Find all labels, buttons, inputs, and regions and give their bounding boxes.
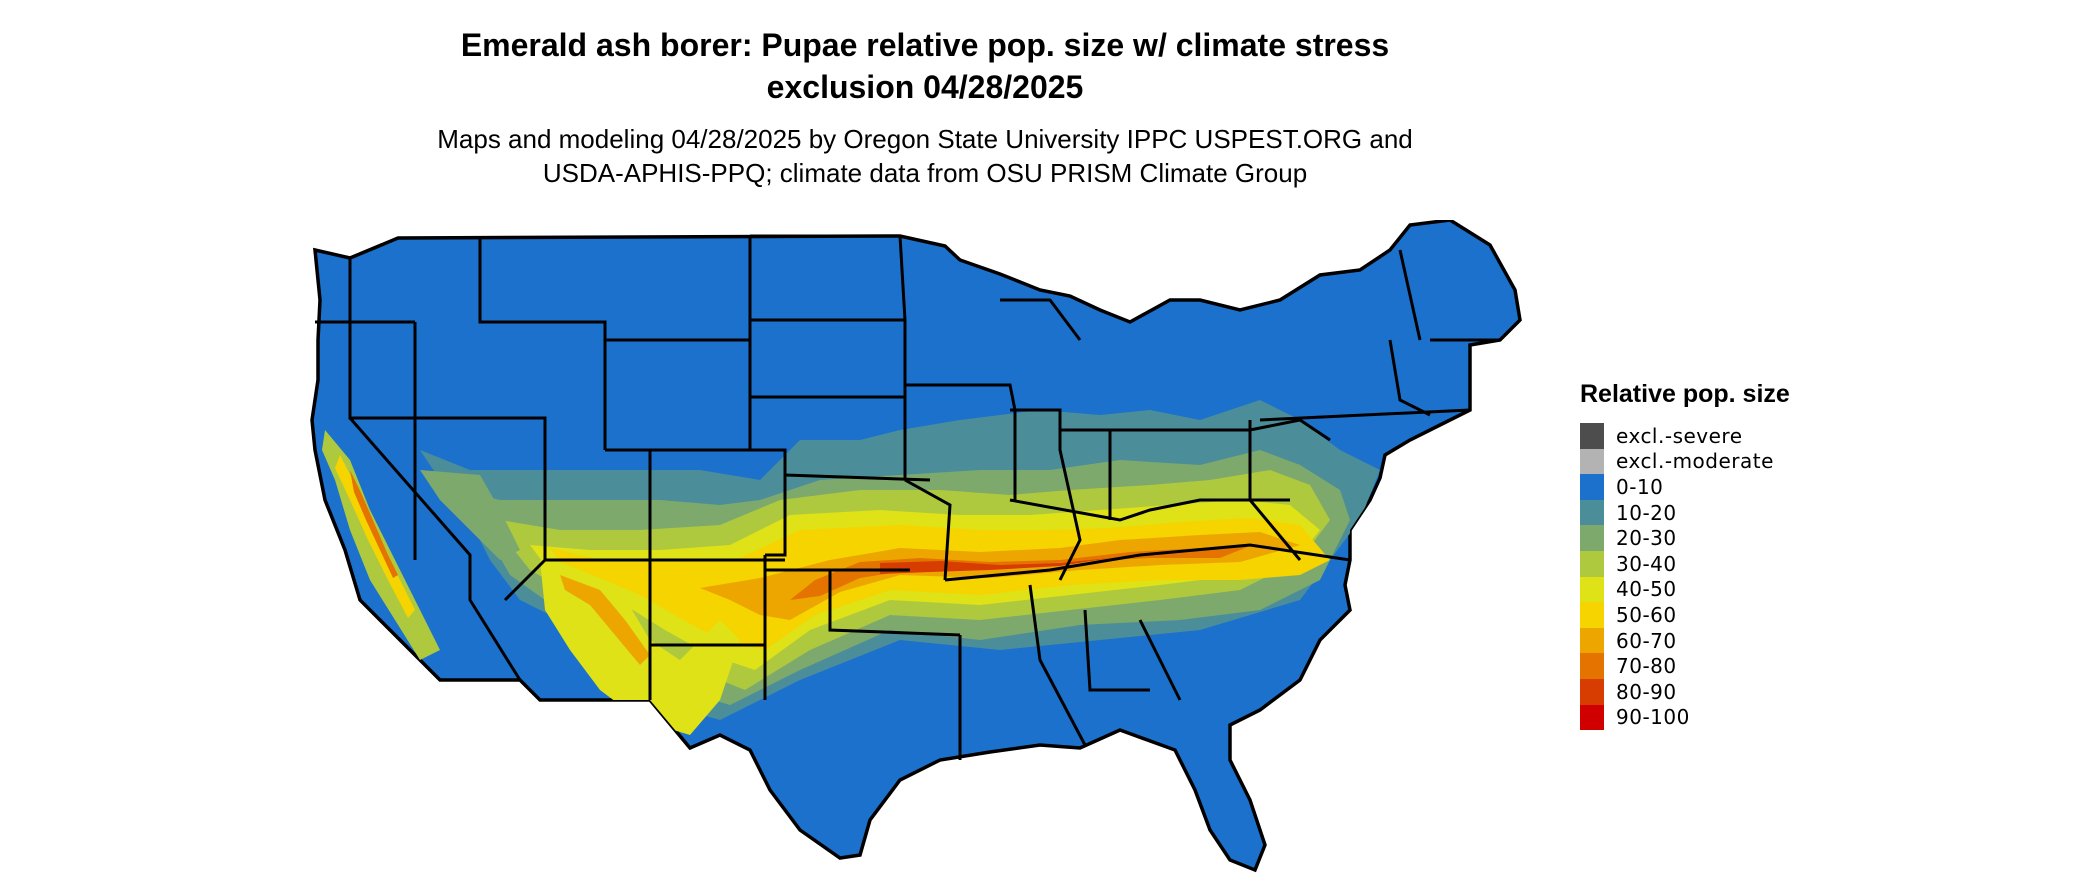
legend-label: 40-50 [1616,577,1677,602]
map-legend: Relative pop. size excl.-severe excl.-mod… [1580,380,1790,731]
legend-swatch [1580,474,1604,500]
legend-label: 60-70 [1616,628,1677,653]
band-nevada [420,470,520,560]
legend-swatch [1580,602,1604,628]
band-southwest-core [560,575,650,665]
legend-item: 0-10 [1580,474,1790,500]
legend-swatch [1580,550,1604,577]
map-title-line-2: exclusion 04/28/2025 [766,69,1084,105]
legend-swatch [1580,704,1604,731]
legend-item: excl.-moderate [1580,448,1790,475]
legend-label: 50-60 [1616,602,1677,627]
map-subtitle: Maps and modeling 04/28/2025 by Oregon S… [0,122,1850,190]
legend-swatch [1580,576,1604,603]
map-subtitle-line-1: Maps and modeling 04/28/2025 by Oregon S… [437,124,1413,154]
legend-item: excl.-severe [1580,423,1790,449]
map-subtitle-line-2: USDA-APHIS-PPQ; climate data from OSU PR… [542,158,1308,188]
legend-label: 10-20 [1616,500,1677,525]
legend-item: 10-20 [1580,499,1790,526]
legend-swatch [1580,423,1604,449]
band-80-90 [880,558,1110,574]
legend-swatch [1580,499,1604,526]
legend-item: 90-100 [1580,704,1790,731]
legend-label: 30-40 [1616,551,1677,576]
legend-item: 50-60 [1580,602,1790,628]
legend-item: 30-40 [1580,550,1790,577]
legend-items: excl.-severe excl.-moderate 0-10 10-20 20-30… [1580,423,1790,731]
band-california-hot [350,470,398,578]
legend-swatch [1580,678,1604,705]
legend-label: excl.-severe [1616,423,1743,448]
legend-item: 80-90 [1580,678,1790,705]
legend-label: excl.-moderate [1616,449,1774,474]
map-title-line-1: Emerald ash borer: Pupae relative pop. s… [460,27,1390,63]
legend-label: 20-30 [1616,526,1677,551]
legend-title: Relative pop. size [1580,380,1790,408]
legend-swatch [1580,627,1604,654]
map-title: Emerald ash borer: Pupae relative pop. s… [0,24,1850,108]
legend-label: 70-80 [1616,654,1677,679]
legend-item: 70-80 [1580,653,1790,679]
legend-item: 40-50 [1580,576,1790,603]
legend-item: 20-30 [1580,525,1790,551]
legend-swatch [1580,448,1604,475]
state-borders [315,234,1500,760]
suitability-bands [322,400,1380,735]
legend-item: 60-70 [1580,627,1790,654]
legend-label: 0-10 [1616,474,1664,499]
band-70-80 [790,546,1250,600]
legend-swatch [1580,525,1604,551]
us-map [310,220,1522,873]
legend-label: 90-100 [1616,705,1690,730]
legend-label: 80-90 [1616,679,1677,704]
legend-swatch [1580,653,1604,679]
